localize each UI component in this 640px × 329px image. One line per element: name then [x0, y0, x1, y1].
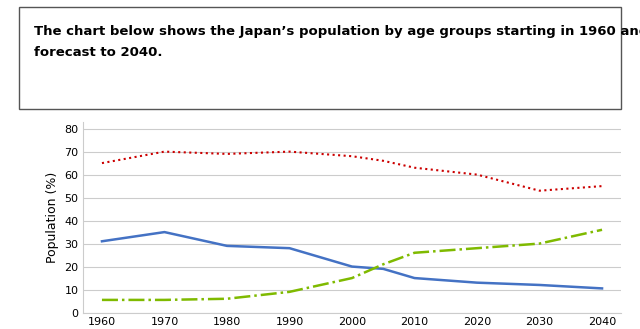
Y-axis label: Population (%): Population (%) [45, 171, 59, 263]
Text: The chart below shows the Japan’s population by age groups starting in 1960 and : The chart below shows the Japan’s popula… [34, 25, 640, 59]
FancyBboxPatch shape [19, 7, 621, 109]
